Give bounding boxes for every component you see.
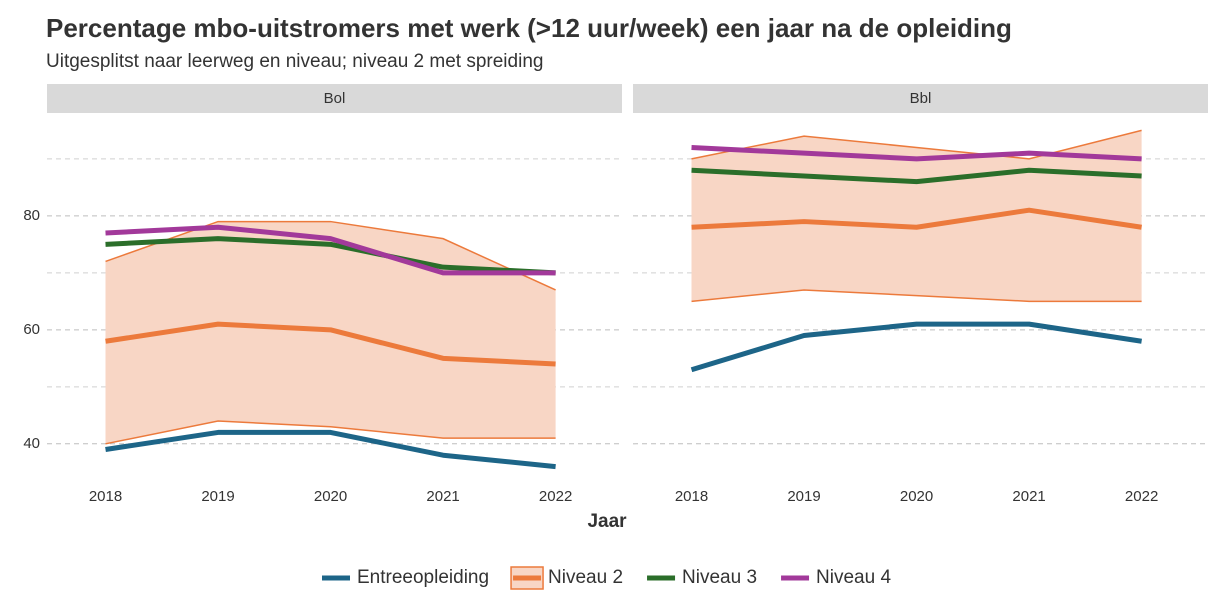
y-tick-label: 60 xyxy=(23,321,40,338)
legend-label: Entreeopleiding xyxy=(357,567,489,588)
series-line xyxy=(105,429,556,470)
spread-edge xyxy=(105,420,556,445)
x-tick-label: 2020 xyxy=(314,488,347,505)
x-tick-label: 2022 xyxy=(539,488,572,505)
series-line xyxy=(105,224,556,276)
x-tick-label: 2020 xyxy=(900,488,933,505)
y-tick-label: 40 xyxy=(23,435,40,452)
strip xyxy=(633,84,1208,113)
spread-band xyxy=(105,221,556,444)
spread-edge xyxy=(691,129,1142,160)
x-tick-label: 2022 xyxy=(1125,488,1158,505)
y-tick-label: 80 xyxy=(23,207,40,224)
x-tick-label: 2018 xyxy=(89,488,122,505)
x-tick-label: 2019 xyxy=(787,488,820,505)
x-tick-label: 2019 xyxy=(201,488,234,505)
spread-edge xyxy=(691,289,1142,303)
series-line xyxy=(691,207,1142,230)
spread-edge xyxy=(105,220,556,291)
legend-label: Niveau 2 xyxy=(548,567,623,588)
strip-label: Bbl xyxy=(910,90,932,107)
series-line xyxy=(105,321,556,367)
chart-subtitle: Uitgesplitst naar leerweg en niveau; niv… xyxy=(46,51,543,72)
chart-title: Percentage mbo-uitstromers met werk (>12… xyxy=(46,13,1012,43)
x-tick-label: 2021 xyxy=(1012,488,1045,505)
series-line xyxy=(105,236,556,276)
series-line xyxy=(690,321,1142,373)
x-axis-label: Jaar xyxy=(587,511,627,532)
series-line xyxy=(691,144,1142,162)
legend-label: Niveau 3 xyxy=(682,567,757,588)
x-tick-label: 2021 xyxy=(426,488,459,505)
spread-band xyxy=(691,130,1142,302)
x-tick-label: 2018 xyxy=(675,488,708,505)
strip-label: Bol xyxy=(324,90,346,107)
strip xyxy=(47,84,622,113)
series-line xyxy=(691,167,1142,185)
legend-label: Niveau 4 xyxy=(816,567,891,588)
